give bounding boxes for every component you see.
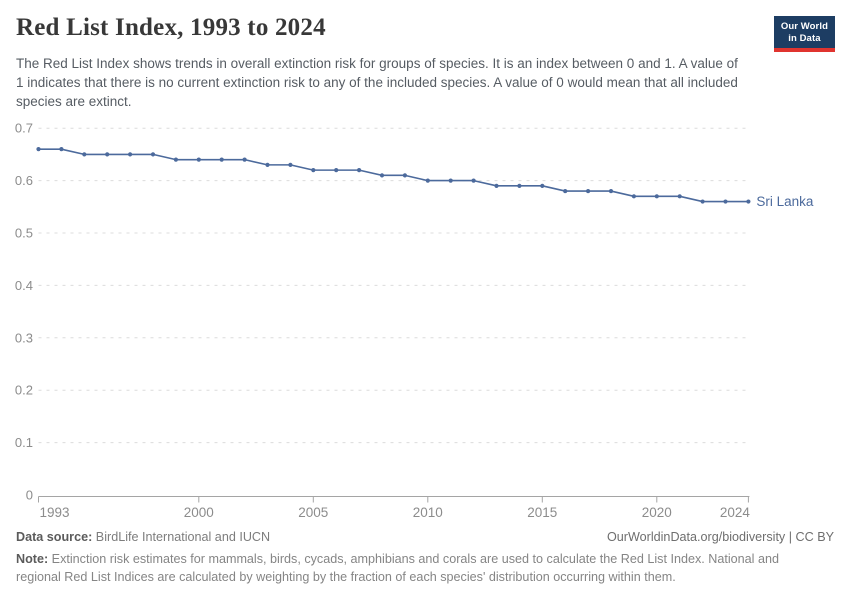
data-point bbox=[563, 188, 568, 194]
data-point bbox=[608, 188, 614, 194]
data-point bbox=[219, 157, 224, 162]
y-tick-label: 0.7 bbox=[15, 121, 33, 136]
owid-logo[interactable]: Our World in Data bbox=[773, 16, 835, 52]
y-tick-label: 0.5 bbox=[15, 226, 33, 241]
data-point bbox=[105, 152, 110, 157]
data-point bbox=[402, 173, 407, 178]
data-point bbox=[334, 168, 339, 173]
y-tick-label: 0 bbox=[26, 488, 33, 503]
owid-logo-line1: Our World bbox=[780, 21, 828, 32]
x-tick-label: 2010 bbox=[413, 505, 443, 520]
data-point bbox=[746, 199, 751, 204]
note-text: Extinction risk estimates for mammals, b… bbox=[16, 552, 779, 584]
data-source-label: Data source: bbox=[16, 530, 93, 544]
data-point bbox=[59, 147, 64, 152]
data-point bbox=[311, 168, 316, 173]
x-tick-label: 2020 bbox=[642, 505, 672, 520]
data-point bbox=[82, 152, 87, 157]
data-point bbox=[540, 183, 545, 188]
data-point bbox=[288, 162, 293, 167]
y-tick-label: 0.3 bbox=[15, 330, 33, 345]
data-source: Data source: BirdLife International and … bbox=[16, 530, 270, 544]
data-point bbox=[196, 157, 201, 162]
data-point bbox=[357, 168, 362, 173]
series-end-label: Sri Lanka bbox=[756, 194, 814, 209]
data-point bbox=[723, 199, 728, 204]
data-point bbox=[425, 178, 430, 183]
data-point bbox=[448, 178, 453, 183]
data-point bbox=[631, 194, 637, 199]
y-tick-label: 0.4 bbox=[15, 278, 33, 293]
chart-subtitle: The Red List Index shows trends in overa… bbox=[16, 56, 738, 110]
line-chart: 0 0.1 0.2 0.3 0.4 0.5 0.6 0.7 1993 2000 2005 2010 20… bbox=[0, 118, 850, 532]
data-source-text: BirdLife International and IUCN bbox=[92, 530, 271, 544]
data-point bbox=[242, 157, 247, 162]
x-tick-label: 2024 bbox=[720, 505, 751, 520]
x-tick-label: 2000 bbox=[184, 505, 214, 520]
page-title: Red List Index, 1993 to 2024 bbox=[16, 14, 326, 41]
data-point bbox=[379, 173, 385, 178]
data-point bbox=[677, 194, 682, 199]
data-point bbox=[173, 157, 178, 162]
data-point bbox=[700, 199, 705, 204]
owid-logo-line2: in Data bbox=[788, 32, 821, 44]
data-point bbox=[265, 162, 270, 167]
x-tick-label: 2005 bbox=[298, 505, 328, 520]
chart-footer: Data source: BirdLife International and … bbox=[16, 530, 834, 587]
data-point bbox=[471, 178, 476, 183]
y-tick-label: 0.1 bbox=[15, 435, 33, 450]
note-label: Note: bbox=[16, 552, 49, 566]
data-point bbox=[517, 183, 522, 188]
data-point bbox=[494, 183, 499, 188]
y-tick-label: 0.6 bbox=[15, 173, 33, 188]
series-line bbox=[38, 148, 749, 203]
x-tick-label: 2015 bbox=[527, 505, 557, 520]
data-point bbox=[128, 152, 133, 157]
data-point bbox=[36, 147, 41, 152]
attribution-link[interactable]: OurWorldinData.org/biodiversity | CC BY bbox=[606, 530, 834, 544]
chart-canvas: 0 0.1 0.2 0.3 0.4 0.5 0.6 0.7 1993 2000 2005 2010 20… bbox=[15, 121, 814, 520]
chart-note: Note: Extinction risk estimates for mamm… bbox=[16, 551, 812, 587]
y-tick-label: 0.2 bbox=[15, 383, 33, 398]
data-point bbox=[654, 194, 659, 199]
data-point bbox=[150, 152, 156, 157]
data-point bbox=[586, 188, 591, 194]
x-tick-label: 1993 bbox=[40, 505, 70, 520]
